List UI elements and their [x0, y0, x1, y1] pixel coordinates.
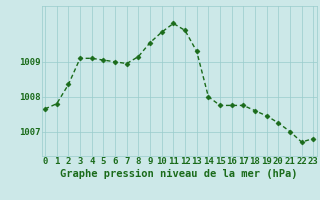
X-axis label: Graphe pression niveau de la mer (hPa): Graphe pression niveau de la mer (hPa) — [60, 169, 298, 179]
